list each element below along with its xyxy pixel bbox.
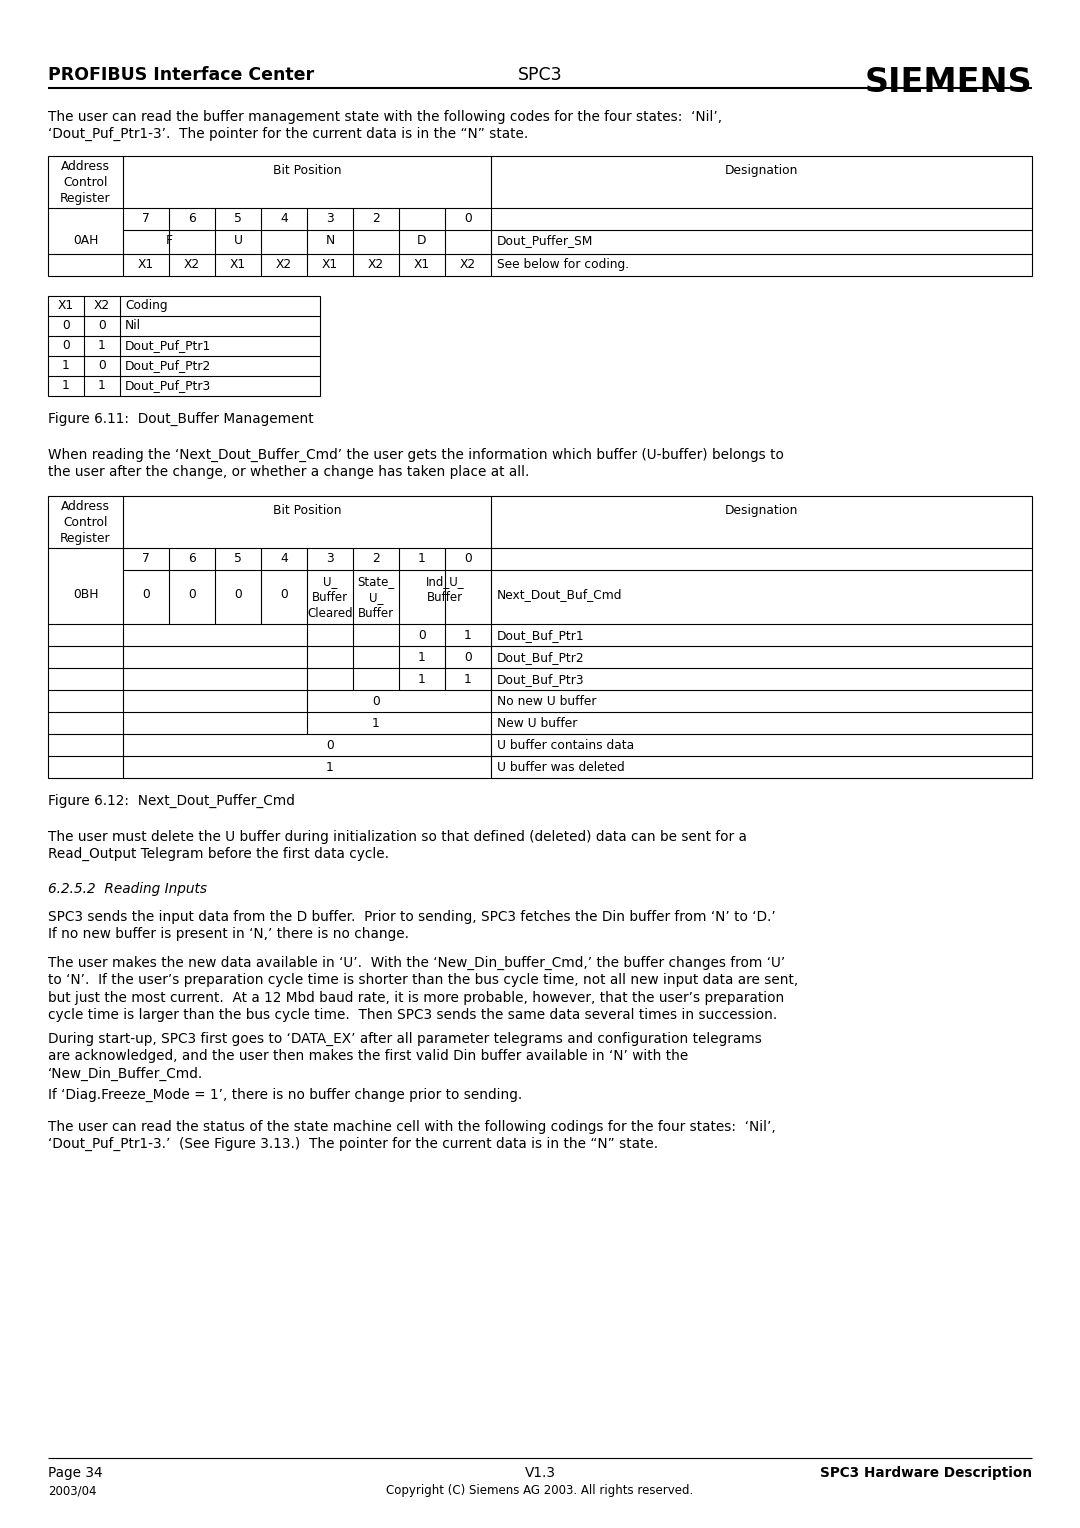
- Bar: [48, 497, 1032, 778]
- Text: 0: 0: [143, 588, 150, 601]
- Text: 3: 3: [326, 552, 334, 565]
- Text: 1: 1: [373, 717, 380, 730]
- Text: U_
Buffer
Cleared: U_ Buffer Cleared: [307, 575, 353, 620]
- Text: 7: 7: [143, 212, 150, 225]
- Text: Ind_U_
Buffer: Ind_U_ Buffer: [426, 575, 464, 604]
- Text: X2: X2: [368, 258, 384, 270]
- Text: 6: 6: [188, 552, 195, 565]
- Text: 2003/04: 2003/04: [48, 1484, 96, 1497]
- Text: Nil: Nil: [125, 319, 141, 332]
- Text: New U buffer: New U buffer: [497, 717, 578, 730]
- Text: Designation: Designation: [725, 163, 798, 177]
- Text: U: U: [233, 234, 243, 248]
- Text: During start-up, SPC3 first goes to ‘DATA_EX’ after all parameter telegrams and : During start-up, SPC3 first goes to ‘DAT…: [48, 1031, 761, 1080]
- Text: 1: 1: [418, 672, 426, 686]
- Text: X1: X1: [322, 258, 338, 270]
- Text: 1: 1: [418, 651, 426, 665]
- Text: When reading the ‘Next_Dout_Buffer_Cmd’ the user gets the information which buff: When reading the ‘Next_Dout_Buffer_Cmd’ …: [48, 448, 784, 480]
- Text: SPC3: SPC3: [517, 66, 563, 84]
- Text: No new U buffer: No new U buffer: [497, 695, 596, 707]
- Text: Page 34: Page 34: [48, 1465, 103, 1481]
- Text: Dout_Buf_Ptr2: Dout_Buf_Ptr2: [497, 651, 584, 665]
- Text: X1: X1: [414, 258, 430, 270]
- Text: 1: 1: [98, 339, 106, 351]
- Text: The user can read the buffer management state with the following codes for the f: The user can read the buffer management …: [48, 110, 723, 142]
- Text: 0: 0: [418, 630, 426, 642]
- Text: 0: 0: [234, 588, 242, 601]
- Text: X1: X1: [138, 258, 154, 270]
- Text: 0: 0: [326, 740, 334, 752]
- Text: Copyright (C) Siemens AG 2003. All rights reserved.: Copyright (C) Siemens AG 2003. All right…: [387, 1484, 693, 1497]
- Text: 2: 2: [373, 212, 380, 225]
- Text: N: N: [325, 234, 335, 248]
- Text: 1: 1: [98, 379, 106, 393]
- Text: X1: X1: [58, 299, 75, 312]
- Text: The user must delete the U buffer during initialization so that defined (deleted: The user must delete the U buffer during…: [48, 830, 747, 862]
- Text: 0: 0: [280, 588, 288, 601]
- Text: 0: 0: [98, 359, 106, 371]
- Text: 6.2.5.2  Reading Inputs: 6.2.5.2 Reading Inputs: [48, 882, 207, 895]
- Text: State_
U_
Buffer: State_ U_ Buffer: [357, 575, 394, 620]
- Text: 0: 0: [373, 695, 380, 707]
- Text: V1.3: V1.3: [525, 1465, 555, 1481]
- Text: Bit Position: Bit Position: [273, 504, 341, 516]
- Text: PROFIBUS Interface Center: PROFIBUS Interface Center: [48, 66, 314, 84]
- Text: The user can read the status of the state machine cell with the following coding: The user can read the status of the stat…: [48, 1120, 775, 1152]
- Text: Figure 6.12:  Next_Dout_Puffer_Cmd: Figure 6.12: Next_Dout_Puffer_Cmd: [48, 795, 295, 808]
- Text: F: F: [165, 234, 173, 248]
- Text: X2: X2: [275, 258, 292, 270]
- Text: 1: 1: [63, 359, 70, 371]
- Text: 0AH: 0AH: [72, 234, 98, 248]
- Text: Next_Dout_Buf_Cmd: Next_Dout_Buf_Cmd: [497, 588, 622, 601]
- Text: Dout_Buf_Ptr3: Dout_Buf_Ptr3: [497, 672, 584, 686]
- Text: Dout_Buf_Ptr1: Dout_Buf_Ptr1: [497, 630, 584, 642]
- Text: Figure 6.11:  Dout_Buffer Management: Figure 6.11: Dout_Buffer Management: [48, 413, 313, 426]
- Text: 3: 3: [326, 212, 334, 225]
- Text: Bit Position: Bit Position: [273, 163, 341, 177]
- Text: 1: 1: [63, 379, 70, 393]
- Text: See below for coding.: See below for coding.: [497, 258, 630, 270]
- Text: 7: 7: [143, 552, 150, 565]
- Text: 1: 1: [464, 672, 472, 686]
- Text: X2: X2: [184, 258, 200, 270]
- Text: 2: 2: [373, 552, 380, 565]
- Text: X1: X1: [230, 258, 246, 270]
- Bar: [48, 296, 320, 396]
- Text: 0: 0: [188, 588, 195, 601]
- Text: The user makes the new data available in ‘U’.  With the ‘New_Din_buffer_Cmd,’ th: The user makes the new data available in…: [48, 957, 798, 1022]
- Text: 0: 0: [98, 319, 106, 332]
- Text: SPC3 Hardware Description: SPC3 Hardware Description: [820, 1465, 1032, 1481]
- Text: X2: X2: [94, 299, 110, 312]
- Text: 0: 0: [464, 552, 472, 565]
- Text: D: D: [417, 234, 427, 248]
- Text: 1: 1: [464, 630, 472, 642]
- Text: Coding: Coding: [125, 299, 167, 312]
- Text: Dout_Puffer_SM: Dout_Puffer_SM: [497, 234, 593, 248]
- Text: 0: 0: [63, 339, 70, 351]
- Text: U buffer was deleted: U buffer was deleted: [497, 761, 624, 775]
- Text: 0: 0: [63, 319, 70, 332]
- Text: Dout_Puf_Ptr1: Dout_Puf_Ptr1: [125, 339, 212, 351]
- Text: SIEMENS: SIEMENS: [864, 66, 1032, 99]
- Text: Address
Control
Register: Address Control Register: [60, 160, 111, 205]
- Text: 5: 5: [234, 552, 242, 565]
- Text: SPC3 sends the input data from the D buffer.  Prior to sending, SPC3 fetches the: SPC3 sends the input data from the D buf…: [48, 911, 775, 941]
- Text: Dout_Puf_Ptr2: Dout_Puf_Ptr2: [125, 359, 212, 371]
- Text: 0BH: 0BH: [72, 588, 98, 601]
- Text: X2: X2: [460, 258, 476, 270]
- Text: 1: 1: [326, 761, 334, 775]
- Text: U buffer contains data: U buffer contains data: [497, 740, 634, 752]
- Text: 0: 0: [464, 212, 472, 225]
- Text: 1: 1: [418, 552, 426, 565]
- Bar: [48, 156, 1032, 277]
- Text: 4: 4: [280, 212, 288, 225]
- Text: If ‘Diag.Freeze_Mode = 1’, there is no buffer change prior to sending.: If ‘Diag.Freeze_Mode = 1’, there is no b…: [48, 1088, 523, 1102]
- Text: 6: 6: [188, 212, 195, 225]
- Text: Designation: Designation: [725, 504, 798, 516]
- Text: Address
Control
Register: Address Control Register: [60, 500, 111, 545]
- Text: 5: 5: [234, 212, 242, 225]
- Text: 4: 4: [280, 552, 288, 565]
- Text: Dout_Puf_Ptr3: Dout_Puf_Ptr3: [125, 379, 212, 393]
- Text: 0: 0: [464, 651, 472, 665]
